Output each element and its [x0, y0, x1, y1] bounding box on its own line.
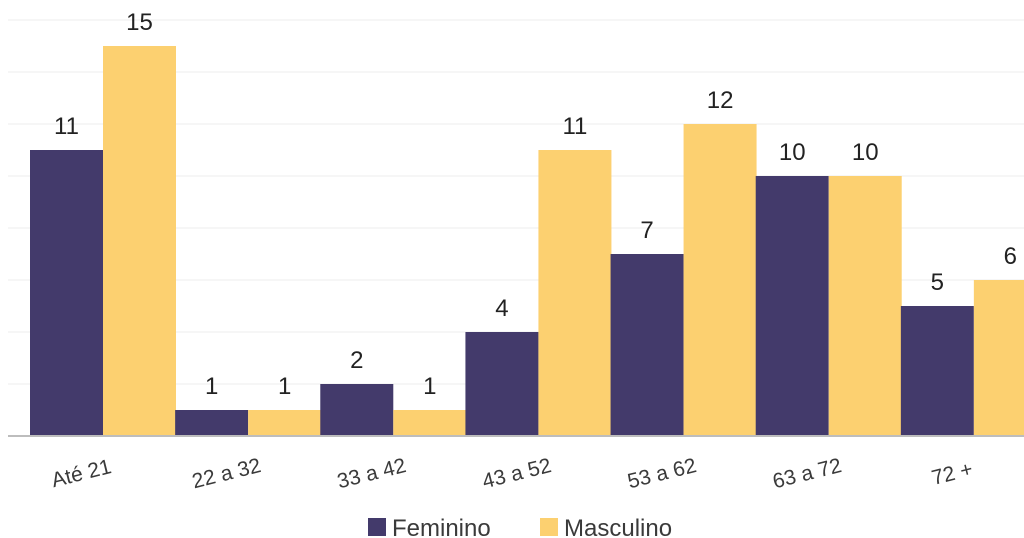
x-tick-label: Até 21 [49, 455, 113, 492]
x-tick-label: 72 + [929, 458, 975, 490]
bar-feminino [465, 332, 539, 436]
bar-feminino [755, 176, 829, 436]
data-label: 1 [278, 373, 291, 400]
legend-label: Feminino [392, 515, 491, 538]
data-label: 11 [562, 113, 587, 140]
x-tick-label: 43 a 52 [480, 454, 554, 493]
x-tick-label: 33 a 42 [335, 454, 409, 493]
data-label: 11 [54, 113, 79, 140]
bar-feminino [175, 410, 249, 436]
data-label: 10 [779, 139, 806, 166]
data-label: 10 [852, 139, 879, 166]
legend-swatch [540, 518, 558, 536]
data-label: 6 [1004, 243, 1017, 270]
bar-masculino [683, 124, 757, 436]
x-tick-label: 22 a 32 [190, 454, 264, 493]
data-label: 12 [707, 87, 734, 114]
legend-swatch [368, 518, 386, 536]
x-tick-label: 53 a 62 [625, 454, 699, 493]
data-label: 2 [350, 347, 363, 374]
bar-feminino [610, 254, 684, 436]
bars [30, 46, 1024, 436]
data-label: 15 [126, 9, 153, 36]
legend-label: Masculino [564, 515, 672, 538]
bar-feminino [320, 384, 394, 436]
bar-masculino [393, 410, 467, 436]
data-label: 4 [495, 295, 508, 322]
x-tick-labels: Até 21 22 a 32 33 a 42 43 a 52 53 a 62 63 a 7… [49, 454, 975, 493]
legend: Feminino Masculino [368, 515, 672, 538]
bar-feminino [900, 306, 974, 436]
bar-masculino [248, 410, 322, 436]
bar-masculino [538, 150, 612, 436]
data-label: 1 [423, 373, 436, 400]
bar-masculino [973, 280, 1024, 436]
bar-masculino [828, 176, 902, 436]
x-tick-label: 63 a 72 [770, 454, 844, 493]
bar-masculino [103, 46, 176, 436]
data-label: 1 [205, 373, 218, 400]
data-label: 7 [640, 217, 653, 244]
gridlines [8, 19, 1024, 385]
data-label: 5 [931, 269, 944, 296]
bar-feminino [30, 150, 103, 436]
